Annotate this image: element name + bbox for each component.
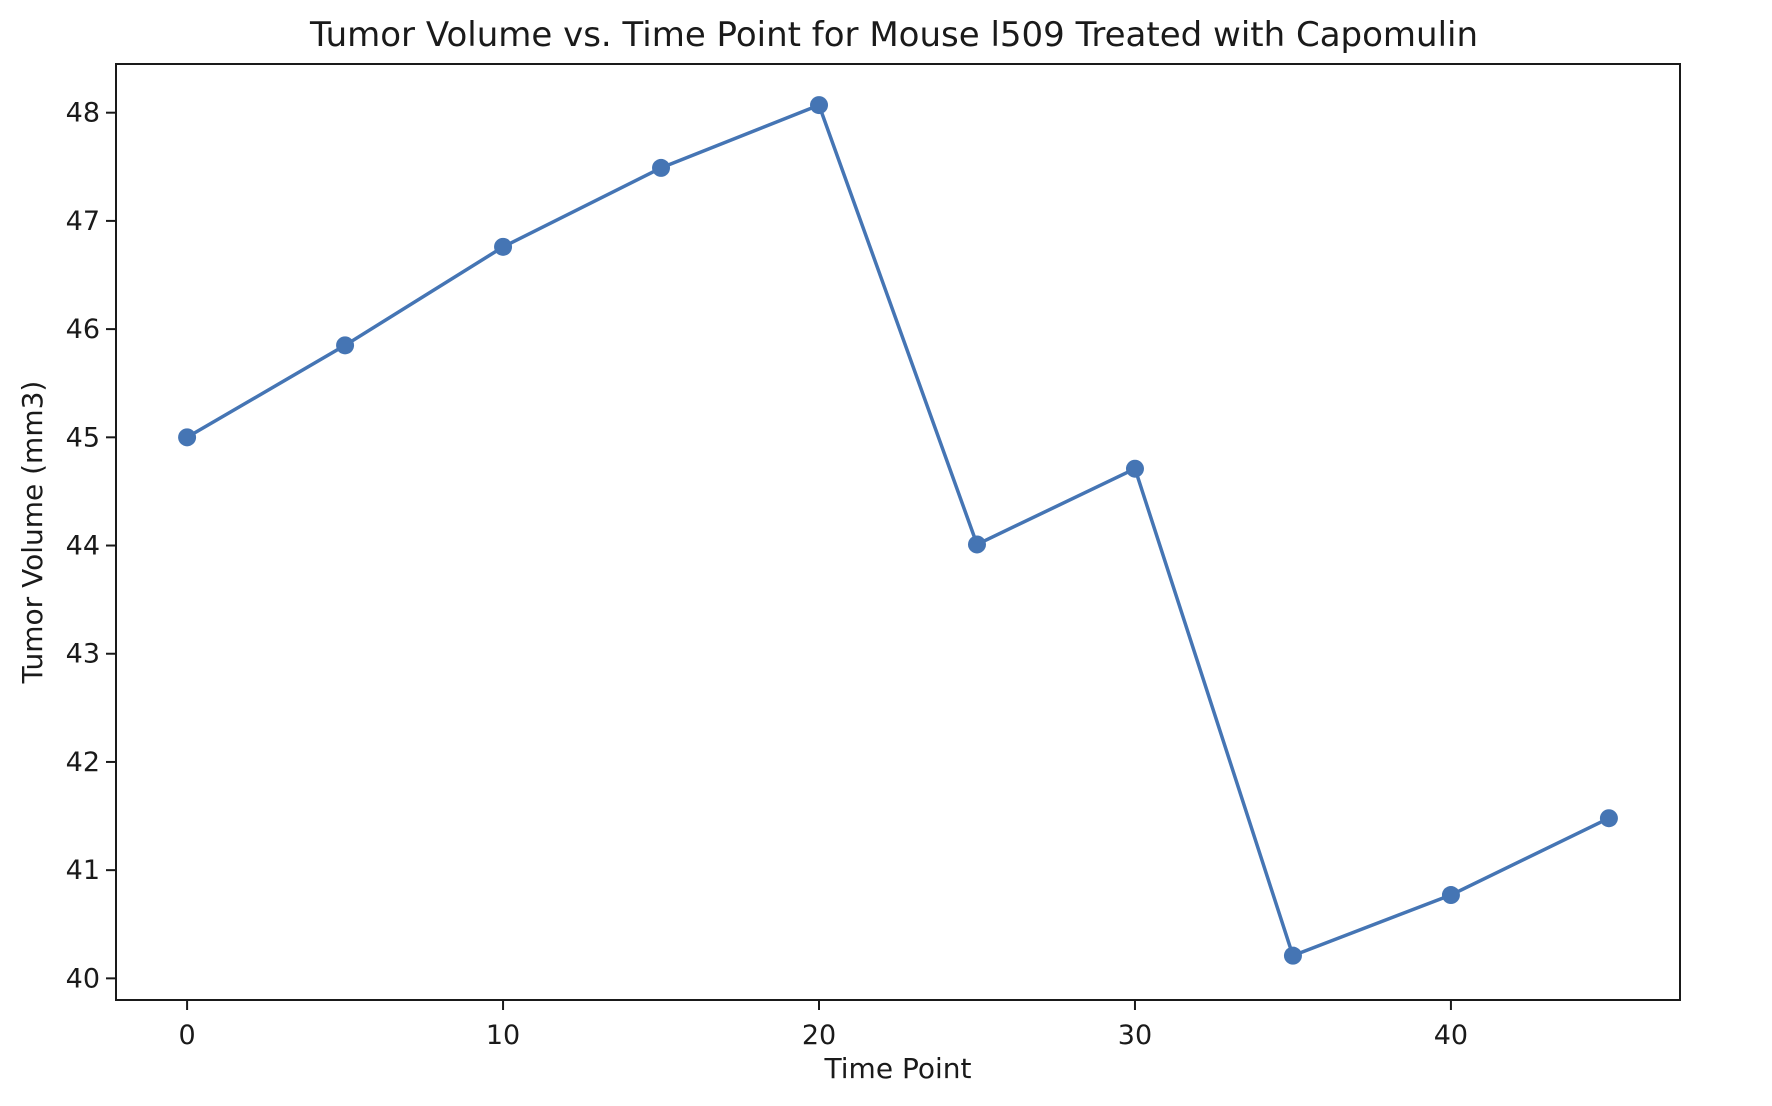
x-tick-label: 20 bbox=[802, 1020, 836, 1051]
data-point bbox=[178, 428, 197, 447]
series-line bbox=[186, 103, 1610, 958]
x-tick-label: 40 bbox=[1434, 1020, 1468, 1051]
y-tick-label: 45 bbox=[66, 422, 100, 453]
data-point bbox=[1125, 459, 1144, 478]
y-axis-label: Tumor Volume (mm3) bbox=[16, 381, 49, 685]
y-tick-label: 43 bbox=[66, 639, 100, 670]
x-tick-label: 0 bbox=[178, 1020, 195, 1051]
y-tick-label: 47 bbox=[66, 206, 100, 237]
data-point bbox=[1441, 886, 1460, 905]
chart-title: Tumor Volume vs. Time Point for Mouse l5… bbox=[309, 15, 1478, 55]
data-point bbox=[810, 96, 829, 115]
data-point bbox=[336, 336, 355, 355]
y-tick-label: 41 bbox=[66, 855, 100, 886]
y-tick-label: 44 bbox=[66, 531, 100, 562]
y-tick-label: 46 bbox=[66, 314, 100, 345]
data-point bbox=[967, 535, 986, 554]
data-point bbox=[494, 237, 513, 256]
data-point bbox=[1599, 809, 1618, 828]
y-tick-label: 48 bbox=[66, 98, 100, 129]
plot-frame bbox=[115, 63, 1681, 1001]
x-axis-label: Time Point bbox=[824, 1052, 972, 1085]
series-layer bbox=[178, 96, 1618, 965]
x-tick-label: 10 bbox=[486, 1020, 520, 1051]
y-tick-label: 42 bbox=[66, 747, 100, 778]
y-axis: 40 41 42 43 44 45 46 47 48 bbox=[66, 98, 116, 994]
data-point bbox=[1283, 946, 1302, 965]
data-point bbox=[652, 158, 671, 177]
y-tick-label: 40 bbox=[66, 963, 100, 994]
x-tick-label: 30 bbox=[1118, 1020, 1152, 1051]
x-axis: 0 10 20 30 40 bbox=[178, 1000, 1468, 1051]
